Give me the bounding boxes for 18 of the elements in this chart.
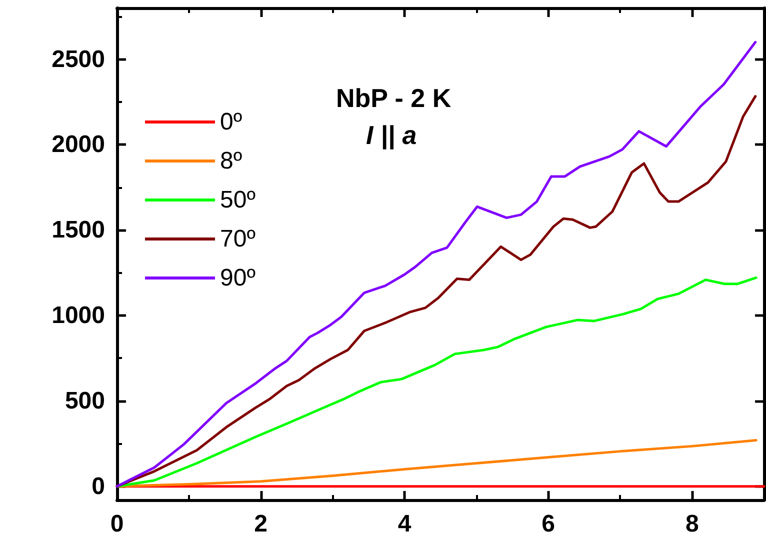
y-tick-label: 0 [92,472,105,500]
x-tick-label: 0 [110,510,124,538]
legend-label: 90º [220,264,256,292]
y-tick-label: 500 [64,387,105,414]
legend-label: 0º [220,108,242,136]
y-tick-label: 1500 [52,216,105,244]
y-tick-label: 2500 [52,46,105,73]
x-tick-label: 8 [685,510,699,538]
text: NbP - 2 K [336,83,452,113]
y-tick-label: 2000 [52,131,105,158]
legend-label: 50º [220,186,256,214]
legend-label: 8º [220,148,242,174]
x-tick-label: 6 [542,510,556,538]
legend-label: 70º [220,226,256,252]
y-tick-label: 1000 [52,302,105,329]
x-tick-label: 2 [254,510,268,538]
x-tick-label: 4 [398,510,412,538]
text: I || a [366,120,417,150]
